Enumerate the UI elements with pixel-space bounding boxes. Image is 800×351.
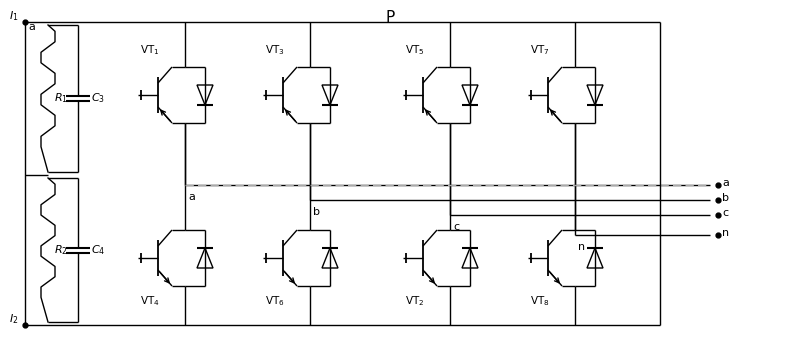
Text: VT$_5$: VT$_5$ xyxy=(405,43,425,57)
Text: $C_4$: $C_4$ xyxy=(91,243,106,257)
Text: $I_1$: $I_1$ xyxy=(9,9,18,23)
Text: P: P xyxy=(386,10,394,25)
Text: $R_2$: $R_2$ xyxy=(54,243,68,257)
Text: a: a xyxy=(28,22,35,32)
Text: a: a xyxy=(188,192,195,202)
Text: VT$_3$: VT$_3$ xyxy=(265,43,285,57)
Text: VT$_7$: VT$_7$ xyxy=(530,43,550,57)
Text: c: c xyxy=(722,208,728,218)
Text: b: b xyxy=(722,193,729,203)
Text: VT$_8$: VT$_8$ xyxy=(530,294,550,308)
Text: $I_2$: $I_2$ xyxy=(9,312,18,326)
Text: VT$_6$: VT$_6$ xyxy=(265,294,285,308)
Text: $C_3$: $C_3$ xyxy=(91,91,105,105)
Text: VT$_4$: VT$_4$ xyxy=(140,294,160,308)
Text: c: c xyxy=(453,222,459,232)
Text: VT$_2$: VT$_2$ xyxy=(405,294,424,308)
Text: n: n xyxy=(722,228,729,238)
Text: $R_1$: $R_1$ xyxy=(54,91,68,105)
Text: VT$_1$: VT$_1$ xyxy=(140,43,159,57)
Text: b: b xyxy=(313,207,320,217)
Text: n: n xyxy=(578,242,585,252)
Text: a: a xyxy=(722,178,729,188)
